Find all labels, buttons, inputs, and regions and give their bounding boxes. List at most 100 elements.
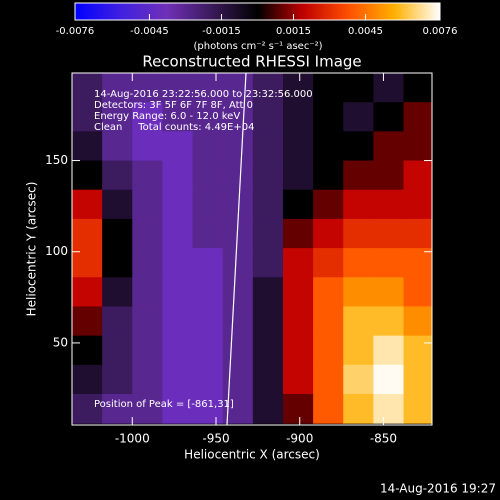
heatmap-cell: [192, 306, 224, 337]
heatmap-cell: [132, 335, 163, 366]
heatmap-cell: [373, 73, 405, 103]
colorbar-frame: [74, 2, 441, 21]
heatmap-cell: [222, 277, 254, 307]
heatmap-cell: [162, 218, 194, 249]
heatmap-cell: [72, 277, 103, 307]
heatmap-cell: [343, 189, 374, 220]
heatmap-cell: [72, 160, 103, 191]
heatmap-cell: [282, 218, 314, 249]
heatmap-cell: [132, 102, 163, 132]
heatmap-cell: [72, 248, 103, 278]
y-tick-label: 150: [45, 153, 68, 167]
colorbar-tick-label: 0.0015: [276, 26, 311, 37]
heatmap-cell: [192, 277, 224, 307]
heatmap-cell: [373, 393, 405, 424]
heatmap-cell: [72, 73, 103, 103]
x-tick-label: -850: [370, 432, 397, 446]
heatmap-cell: [313, 160, 344, 191]
heatmap-cell: [162, 102, 194, 132]
heatmap-cell: [132, 189, 163, 220]
heatmap-cell: [403, 248, 432, 278]
heatmap-cell: [162, 189, 194, 220]
heatmap-cell: [252, 102, 284, 132]
heatmap-cell: [192, 73, 224, 103]
heatmap-cell: [72, 335, 103, 366]
colorbar-tick-label: 0.0045: [348, 26, 383, 37]
heatmap-cell: [313, 102, 344, 132]
info-line: 14-Aug-2016 23:22:56.000 to 23:32:56.000: [94, 89, 313, 100]
heatmap-cell: [162, 248, 194, 278]
heatmap-cell: [132, 218, 163, 249]
heatmap-cell: [132, 131, 163, 162]
heatmap-cell: [313, 306, 344, 337]
heatmap-cell: [313, 131, 344, 162]
heatmap-cell: [162, 131, 194, 162]
heatmap-cell: [403, 218, 432, 249]
solar-limb: [226, 73, 247, 425]
colorbar: [75, 3, 440, 20]
heatmap-cell: [403, 131, 432, 162]
heatmap-cell: [162, 306, 194, 337]
heatmap-cell: [252, 364, 284, 395]
heatmap-cell: [222, 248, 254, 278]
heatmap-cell: [373, 189, 405, 220]
heatmap-cell: [192, 335, 224, 366]
heatmap-cell: [102, 189, 133, 220]
heatmap-cell: [252, 335, 284, 366]
heatmap-cell: [343, 335, 374, 366]
colorbar-tick-label: 0.0076: [423, 26, 458, 37]
heatmap-cell: [162, 277, 194, 307]
heatmap-cell: [132, 364, 163, 395]
heatmap-cell: [102, 218, 133, 249]
heatmap-cell: [162, 364, 194, 395]
heatmap-cell: [252, 218, 284, 249]
heatmap-cell: [403, 73, 432, 103]
heatmap-cell: [282, 189, 314, 220]
heatmap-cell: [192, 160, 224, 191]
heatmap: [72, 73, 432, 424]
heatmap-cell: [102, 248, 133, 278]
heatmap-cell: [403, 277, 432, 307]
heatmap-cell: [373, 277, 405, 307]
heatmap-cell: [102, 306, 133, 337]
heatmap-cell: [252, 73, 284, 103]
colorbar-label: (photons cm⁻² s⁻¹ asec⁻²): [193, 41, 322, 52]
info-block: 14-Aug-2016 23:22:56.000 to 23:32:56.000…: [94, 89, 313, 133]
x-tick-label: -1000: [115, 432, 150, 446]
heatmap-cell: [72, 393, 103, 424]
info-line: Detectors: 3F 5F 6F 7F 8F, Att 0: [94, 100, 253, 111]
heatmap-cell: [132, 160, 163, 191]
heatmap-cell: [222, 335, 254, 366]
x-tick-label: -900: [286, 432, 313, 446]
heatmap-cell: [222, 160, 254, 191]
heatmap-cell: [403, 393, 432, 424]
heatmap-cell: [72, 131, 103, 162]
heatmap-cell: [282, 364, 314, 395]
heatmap-cell: [403, 160, 432, 191]
heatmap-cell: [192, 102, 224, 132]
heatmap-cell: [192, 131, 224, 162]
heatmap-cell: [252, 189, 284, 220]
heatmap-cell: [192, 218, 224, 249]
heatmap-cell: [373, 218, 405, 249]
heatmap-cell: [72, 218, 103, 249]
heatmap-cell: [222, 364, 254, 395]
heatmap-cell: [162, 335, 194, 366]
heatmap-cell: [192, 189, 224, 220]
heatmap-cell: [192, 393, 224, 424]
heatmap-cell: [313, 189, 344, 220]
heatmap-cell: [373, 364, 405, 395]
heatmap-cell: [313, 248, 344, 278]
heatmap-cell: [102, 102, 133, 132]
heatmap-cell: [282, 277, 314, 307]
heatmap-cell: [102, 131, 133, 162]
heatmap-cell: [102, 393, 133, 424]
heatmap-cell: [282, 248, 314, 278]
heatmap-cell: [313, 218, 344, 249]
timestamp: 14-Aug-2016 19:27: [380, 482, 496, 496]
heatmap-cell: [222, 102, 254, 132]
colorbar-tick-label: -0.0045: [130, 26, 169, 37]
heatmap-cell: [282, 393, 314, 424]
x-axis-label: Heliocentric X (arcsec): [184, 448, 320, 462]
heatmap-cell: [343, 248, 374, 278]
